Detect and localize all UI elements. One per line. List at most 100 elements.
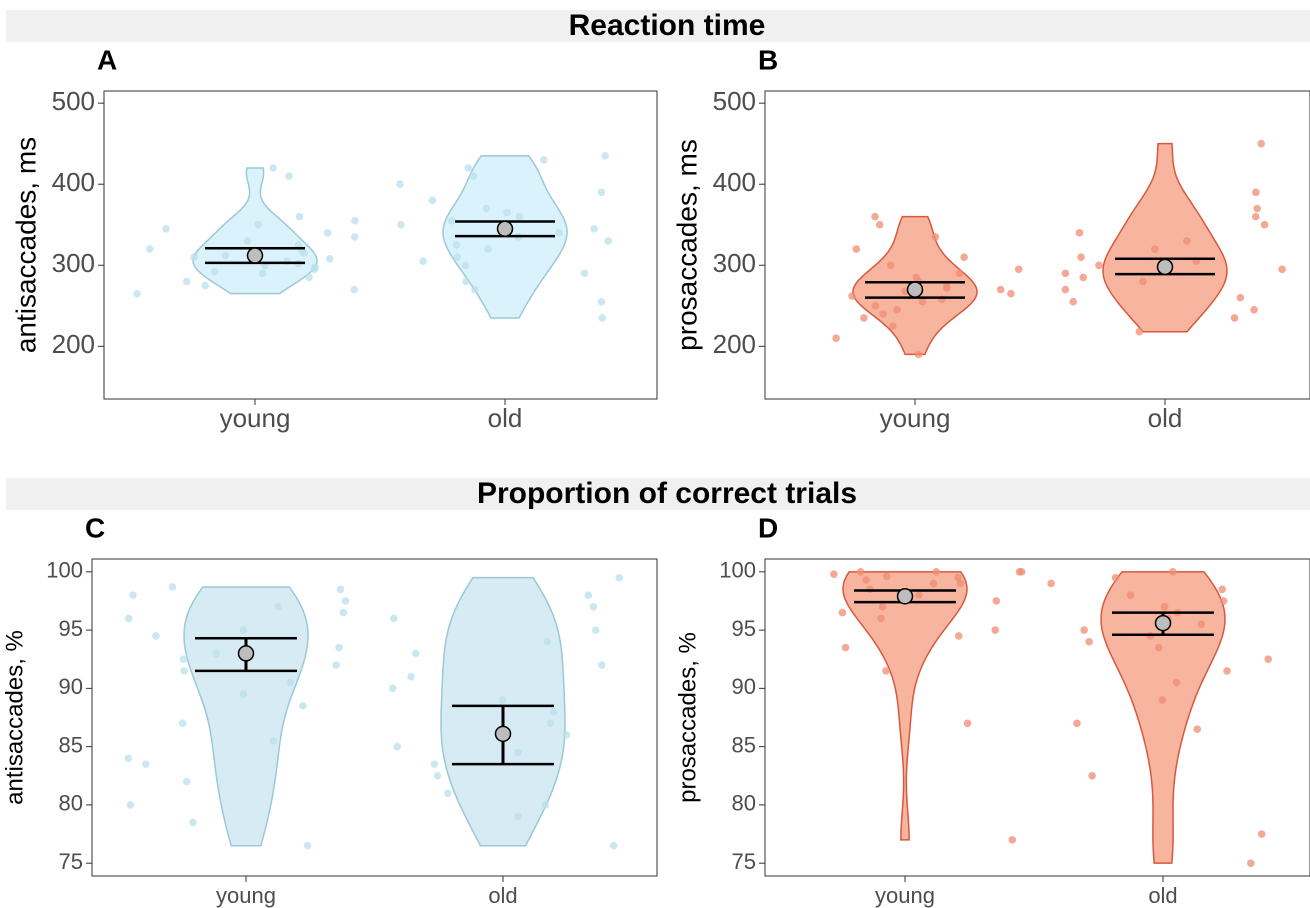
data-point	[1079, 273, 1088, 282]
data-point	[1017, 568, 1026, 576]
x-tick-label: old	[488, 403, 523, 433]
data-point	[942, 281, 951, 290]
data-point	[239, 690, 248, 698]
strip-background	[6, 10, 1310, 42]
data-point	[461, 261, 470, 270]
data-point	[830, 570, 838, 578]
data-point	[295, 212, 304, 221]
data-point	[954, 573, 962, 582]
violin	[183, 586, 309, 847]
data-point	[258, 269, 267, 278]
mean-point	[237, 645, 255, 662]
data-point	[1264, 655, 1273, 664]
data-point	[412, 649, 420, 658]
y-tick-label: 90	[732, 674, 756, 699]
data-point	[464, 164, 473, 172]
data-point	[915, 591, 923, 599]
data-point	[254, 220, 262, 229]
y-axis-title: prosaccades, ms	[671, 139, 702, 351]
data-point	[956, 579, 965, 588]
data-point	[285, 172, 293, 180]
data-point	[341, 597, 350, 605]
data-point	[1151, 245, 1159, 253]
data-point	[546, 719, 555, 728]
data-point	[323, 229, 332, 237]
x-tick-label: old	[488, 883, 517, 908]
data-point	[201, 281, 210, 290]
data-point	[1080, 626, 1088, 634]
data-point	[388, 684, 397, 693]
data-point	[598, 661, 606, 669]
y-tick-label: 100	[46, 558, 83, 583]
data-point	[1260, 220, 1269, 229]
data-point	[179, 655, 188, 664]
x-tick-label: old	[1148, 403, 1183, 433]
strip-title: Reaction time	[569, 9, 766, 42]
data-point	[877, 614, 885, 623]
data-point	[1008, 836, 1017, 844]
data-point	[886, 261, 895, 270]
y-tick-label: 300	[52, 248, 95, 278]
data-point	[407, 672, 415, 681]
data-point	[1069, 297, 1078, 306]
data-point	[145, 245, 154, 253]
panel-label: D	[758, 512, 778, 543]
data-point	[433, 771, 442, 780]
data-point	[856, 568, 865, 576]
data-point	[929, 579, 938, 588]
data-point	[1111, 573, 1120, 582]
data-point	[1126, 591, 1135, 599]
data-point	[471, 285, 479, 294]
data-point	[541, 801, 550, 809]
data-point	[396, 180, 404, 189]
data-point	[580, 269, 589, 278]
data-point	[462, 277, 470, 286]
data-point	[142, 760, 150, 768]
data-point	[954, 632, 963, 640]
data-point	[1169, 568, 1177, 576]
data-point	[912, 273, 920, 282]
data-point	[1257, 830, 1266, 838]
data-point	[189, 818, 197, 827]
data-point	[325, 254, 334, 263]
y-tick-label: 95	[732, 616, 756, 641]
data-point	[584, 591, 593, 599]
x-tick-label: young	[216, 883, 276, 908]
data-point	[1014, 265, 1023, 274]
data-point	[1197, 620, 1206, 629]
strip-title: Proportion of correct trials	[477, 477, 857, 510]
data-point	[1257, 139, 1266, 148]
plot-area	[133, 152, 612, 322]
data-point	[1250, 306, 1258, 314]
violin	[842, 571, 968, 841]
data-point	[332, 661, 340, 669]
data-point	[1007, 289, 1015, 298]
x-tick-label: old	[1148, 883, 1177, 908]
y-tick-label: 80	[59, 791, 83, 816]
data-point	[1085, 637, 1093, 646]
data-point	[311, 263, 319, 271]
data-point	[498, 696, 507, 704]
data-point	[1218, 585, 1227, 594]
data-point	[1139, 277, 1147, 286]
data-point	[562, 731, 571, 739]
data-point	[1193, 725, 1202, 733]
panel-label: A	[97, 44, 117, 75]
y-tick-label: 200	[52, 329, 95, 359]
data-point	[514, 748, 523, 757]
data-point	[1135, 327, 1144, 336]
data-point	[1278, 265, 1286, 274]
data-point	[597, 188, 606, 197]
data-point	[1247, 859, 1255, 867]
data-point	[879, 310, 887, 318]
data-point	[1172, 678, 1181, 687]
y-tick-label: 80	[732, 791, 756, 816]
data-point	[1047, 579, 1055, 588]
mean-point	[246, 247, 264, 264]
data-point	[1077, 253, 1085, 261]
data-point	[469, 172, 478, 180]
mean-point	[494, 725, 512, 743]
data-point	[1253, 204, 1261, 213]
data-point	[482, 204, 491, 213]
panel-border	[764, 90, 1310, 400]
